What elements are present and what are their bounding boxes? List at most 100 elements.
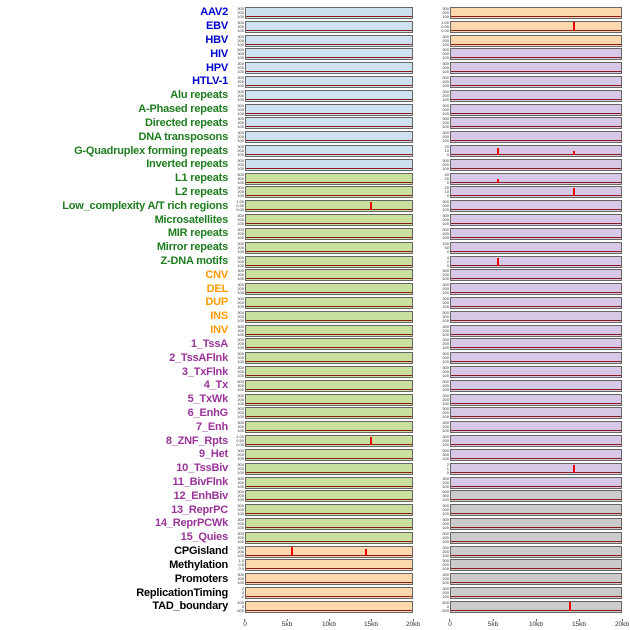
track-panel-left [245,600,413,613]
track-label: ReplicationTiming [136,586,228,599]
y-tick-label: 300 [442,131,449,136]
track-label: Mirror repeats [156,241,228,254]
y-axis-ticks: 300 200 100 [437,518,450,530]
y-tick-label: 200 [237,120,244,126]
y-tick-label: 100 [442,400,449,406]
y-tick-label: 100 [442,386,449,392]
y-tick-label: 100 [442,69,449,75]
track-panel-right [450,531,622,544]
track-panel-left [245,407,413,420]
y-tick-label: 100 [237,262,244,268]
y-tick-label: 200 [442,51,449,57]
y-axis-ticks: 300 200 100 [232,242,245,254]
y-axis-ticks: 300 200 100 [437,297,450,309]
y-tick-label: 200 [442,65,449,71]
y-tick-label: 200 [442,520,449,526]
signal-spike [573,464,576,473]
y-axis-ticks: 300 200 100 [437,546,450,558]
track-label: A-Phased repeats [138,103,228,116]
y-tick-label: 300 [442,476,449,481]
y-tick-label: 200 [442,396,449,402]
x-tick-mark [492,618,494,621]
y-axis-ticks: 300 200 100 [437,200,450,212]
track-panel-right [450,600,622,613]
track-panel-right [450,255,622,268]
signal-baseline [246,181,412,183]
y-axis-ticks: 300 200 100 [232,256,245,268]
y-tick-label: 300 [237,51,244,57]
y-tick-label: 200 [237,92,244,98]
y-tick-label: 100 [442,566,449,572]
track-row: DEL 300 200 100 300 200 100 [0,282,630,296]
y-tick-label: 300 [237,517,244,522]
signal-baseline [246,485,412,487]
x-tick-mark [578,618,580,621]
y-tick-label: 300 [237,573,244,578]
track-panel-right [450,214,622,227]
y-axis-ticks: 300 200 100 [437,159,450,171]
track-label: Z-DNA motifs [160,255,229,268]
track-label: Directed repeats [144,116,228,129]
y-tick-label: 300 [237,421,244,426]
signal-baseline [451,236,621,238]
y-axis-ticks: 300 200 100 [437,559,450,571]
signal-spike [369,437,372,446]
signal-spike [290,547,293,556]
y-tick-label: 100 [442,124,449,130]
y-tick-label: 100 [237,13,244,19]
y-tick-label: 100 [442,165,449,171]
y-axis-ticks: 1.00 0.50 0.00 [232,200,245,212]
y-tick-label: 100 [442,303,449,309]
signal-baseline [246,609,412,611]
y-tick-label: 500 [442,310,449,315]
signal-baseline [246,596,412,598]
y-axis-ticks: 300 200 100 [232,518,245,530]
y-axis-ticks: 300 200 100 [437,283,450,295]
y-tick-label: 300 [442,103,449,108]
track-panel-left [245,103,413,116]
y-tick-label: 300 [442,531,449,536]
y-tick-label: 100 [237,511,244,517]
y-axis-ticks: 300 200 100 [232,186,245,198]
track-panel-right [450,89,622,102]
y-tick-label: 100 [237,276,244,282]
x-tick-label: 20kb [614,620,630,628]
track-label: DEL [206,282,229,295]
track-row: EBV 300 200 100 1.00 0.50 0.00 [0,20,630,34]
y-tick-label: 300 [442,587,449,592]
signal-baseline [246,568,412,570]
track-panel-right [450,296,622,309]
track-label: 9_Het [199,448,228,461]
track-panel-left [245,310,413,323]
signal-baseline [451,57,621,59]
y-tick-label: 100 [442,234,449,240]
track-row: HPV 300 200 100 300 200 100 [0,61,630,75]
track-label: 7_Enh [195,420,228,433]
y-axis-ticks: 300 200 100 [437,573,450,585]
signal-baseline [451,250,621,252]
signal-baseline [246,264,412,266]
x-axis-pad [0,616,245,628]
y-tick-label: 0 [446,248,449,254]
track-label: INV [210,324,228,337]
track-label: G-Quadruplex forming repeats [74,144,228,157]
y-tick-label: 0.50 [236,203,244,209]
x-tick: 5kb [282,618,292,629]
y-tick-label: 300 [237,338,244,343]
signal-baseline [246,388,412,390]
y-tick-label: 100 [237,317,244,323]
y-tick-label: 100 [442,594,449,600]
y-tick-label: 300 [442,62,449,67]
signal-baseline [246,57,412,59]
y-tick-label: 2 [446,258,449,264]
y-tick-label: 100 [442,580,449,586]
y-tick-label: 100 [442,138,449,144]
signal-baseline [451,84,621,86]
y-axis-ticks: 2 0 -2 [232,587,245,599]
track-panel-right [450,145,622,158]
y-tick-label: 100 [237,483,244,489]
y-axis-ticks: 500 0 -500 [437,601,450,613]
track-panel-left [245,448,413,461]
y-tick-label: 200 [442,534,449,540]
track-row: 10_TssBiv 300 200 100 2 1 0 [0,462,630,476]
